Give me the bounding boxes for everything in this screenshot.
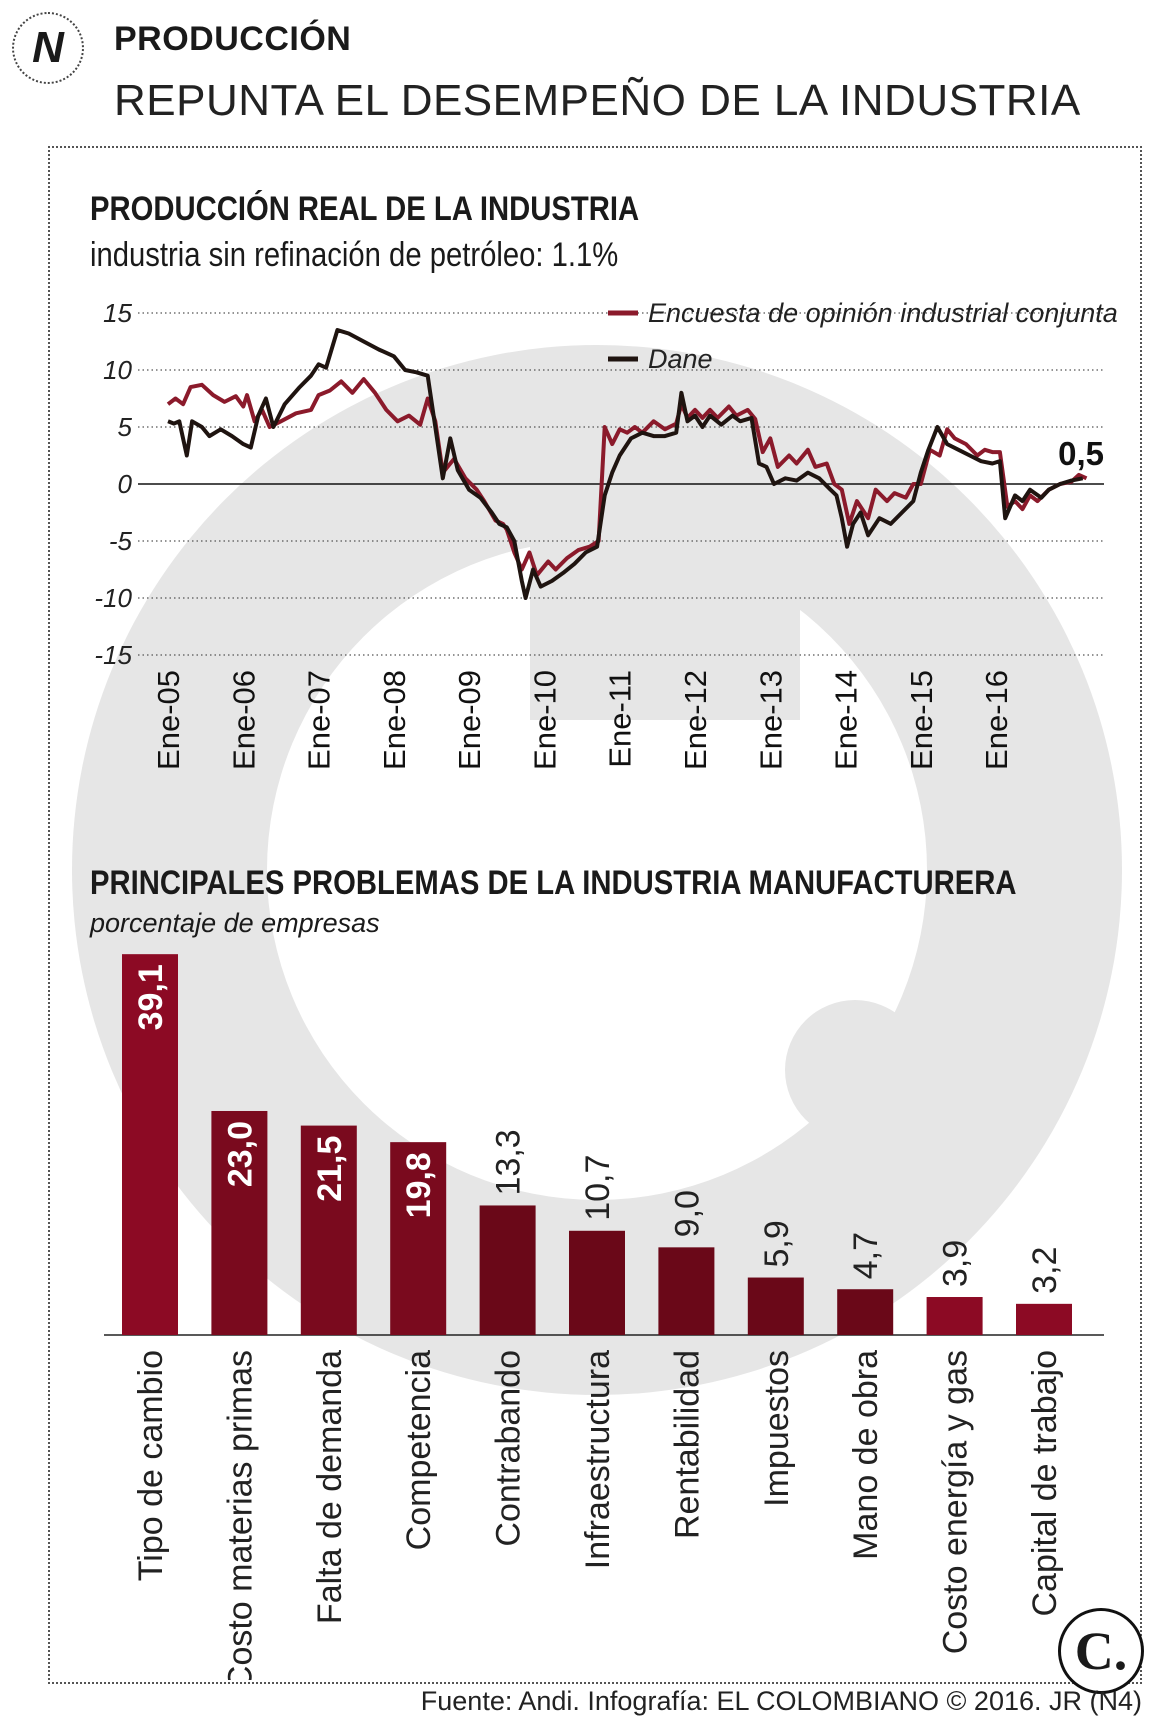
bar — [300, 1125, 357, 1335]
bar-value-label: 19,8 — [400, 1152, 438, 1218]
x-tick-label: Ene-12 — [678, 670, 713, 770]
bar-category-label: Capital de trabajo — [1026, 1350, 1064, 1617]
x-tick-label: Ene-07 — [302, 670, 337, 770]
brand-logo-icon: C. — [1058, 1608, 1144, 1694]
bar-category-label: Tipo de cambio — [132, 1350, 170, 1581]
bar-category-label: Mano de obra — [847, 1350, 885, 1560]
end-value-label: 0,5 — [1058, 435, 1104, 472]
bar-category-label: Impuestos — [758, 1350, 796, 1507]
x-tick-label: Ene-10 — [527, 670, 562, 770]
y-tick-label: 15 — [103, 298, 132, 328]
bar — [926, 1297, 983, 1335]
bar-category-label: Contrabando — [490, 1350, 528, 1547]
legend-label: Dane — [648, 344, 713, 374]
line-chart: 15 10 5 0 -5 -10 -15 Ene-05 Ene-06 Ene-07 Ene-08 En… — [94, 298, 1118, 770]
bar — [837, 1289, 894, 1335]
y-tick-label: 0 — [118, 469, 133, 499]
line-chart-subtitle: industria sin refinación de petróleo: 1.… — [90, 236, 619, 274]
x-tick-label: Ene-05 — [151, 670, 186, 770]
bar-category-label: Costo materias primas — [221, 1350, 259, 1680]
bar-value-label: 39,1 — [132, 964, 170, 1030]
bar-category-label: Costo energía y gas — [937, 1350, 975, 1654]
bar-value-label: 13,3 — [490, 1129, 528, 1195]
x-tick-label: Ene-16 — [979, 670, 1014, 770]
series-line-dane — [167, 328, 1084, 600]
bar — [1016, 1303, 1072, 1335]
legend-label: Encuesta de opinión industrial conjunta — [648, 298, 1118, 328]
bar-value-label: 3,2 — [1026, 1247, 1064, 1294]
bar-value-label: 21,5 — [311, 1136, 349, 1202]
bar-value-label: 23,0 — [221, 1121, 259, 1187]
bar-category-label: Falta de demanda — [311, 1350, 349, 1624]
bar-chart-title: PRINCIPALES PROBLEMAS DE LA INDUSTRIA MA… — [90, 864, 1017, 902]
bar-chart: 39,1 Tipo de cambio 23,0 Costo materias pri… — [104, 954, 1104, 1680]
bar-category-label: Infraestructura — [579, 1350, 617, 1569]
bar-category-label: Competencia — [400, 1350, 438, 1550]
section-icon: N — [12, 12, 84, 84]
x-tick-label: Ene-06 — [226, 670, 261, 770]
x-tick-label: Ene-11 — [603, 670, 638, 768]
bar — [747, 1277, 804, 1335]
bar — [122, 954, 178, 1335]
y-tick-label: 10 — [103, 355, 132, 385]
y-tick-label: 5 — [118, 412, 133, 442]
line-chart-title: PRODUCCIÓN REAL DE LA INDUSTRIA — [90, 190, 640, 228]
bar-value-label: 5,9 — [758, 1220, 796, 1267]
infographic-frame — [48, 146, 1142, 1684]
bar-chart-subtitle: porcentaje de empresas — [90, 908, 380, 938]
bar — [658, 1247, 715, 1335]
x-tick-label: Ene-15 — [904, 670, 939, 770]
x-tick-label: Ene-13 — [753, 670, 788, 770]
y-tick-label: -15 — [94, 640, 132, 670]
section-label: PRODUCCIÓN — [114, 20, 352, 58]
bar-value-label: 4,7 — [847, 1232, 885, 1279]
bar-value-label: 3,9 — [937, 1240, 975, 1287]
y-tick-label: -5 — [109, 526, 133, 556]
x-tick-label: Ene-09 — [452, 670, 487, 770]
bar-value-label: 9,0 — [668, 1190, 706, 1237]
page-title: REPUNTA EL DESEMPEÑO DE LA INDUSTRIA — [114, 76, 1081, 125]
y-tick-label: -10 — [94, 583, 132, 613]
x-tick-label: Ene-14 — [829, 670, 864, 770]
bar — [569, 1230, 625, 1335]
bar — [479, 1205, 536, 1335]
source-note: Fuente: Andi. Infografía: EL COLOMBIANO … — [420, 1686, 1142, 1716]
x-tick-label: Ene-08 — [377, 670, 412, 770]
bar — [390, 1142, 447, 1335]
bar — [211, 1110, 268, 1335]
bar-category-label: Rentabilidad — [668, 1350, 706, 1539]
bar-value-label: 10,7 — [579, 1155, 617, 1221]
